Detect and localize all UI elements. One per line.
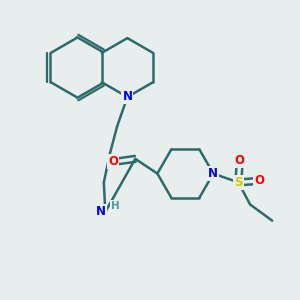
Text: N: N: [122, 91, 132, 103]
Text: N: N: [96, 205, 106, 218]
Text: O: O: [254, 174, 264, 188]
Text: O: O: [108, 155, 118, 168]
Text: H: H: [111, 201, 120, 211]
Text: O: O: [235, 154, 245, 167]
Text: S: S: [234, 176, 243, 189]
Text: N: N: [208, 167, 218, 180]
